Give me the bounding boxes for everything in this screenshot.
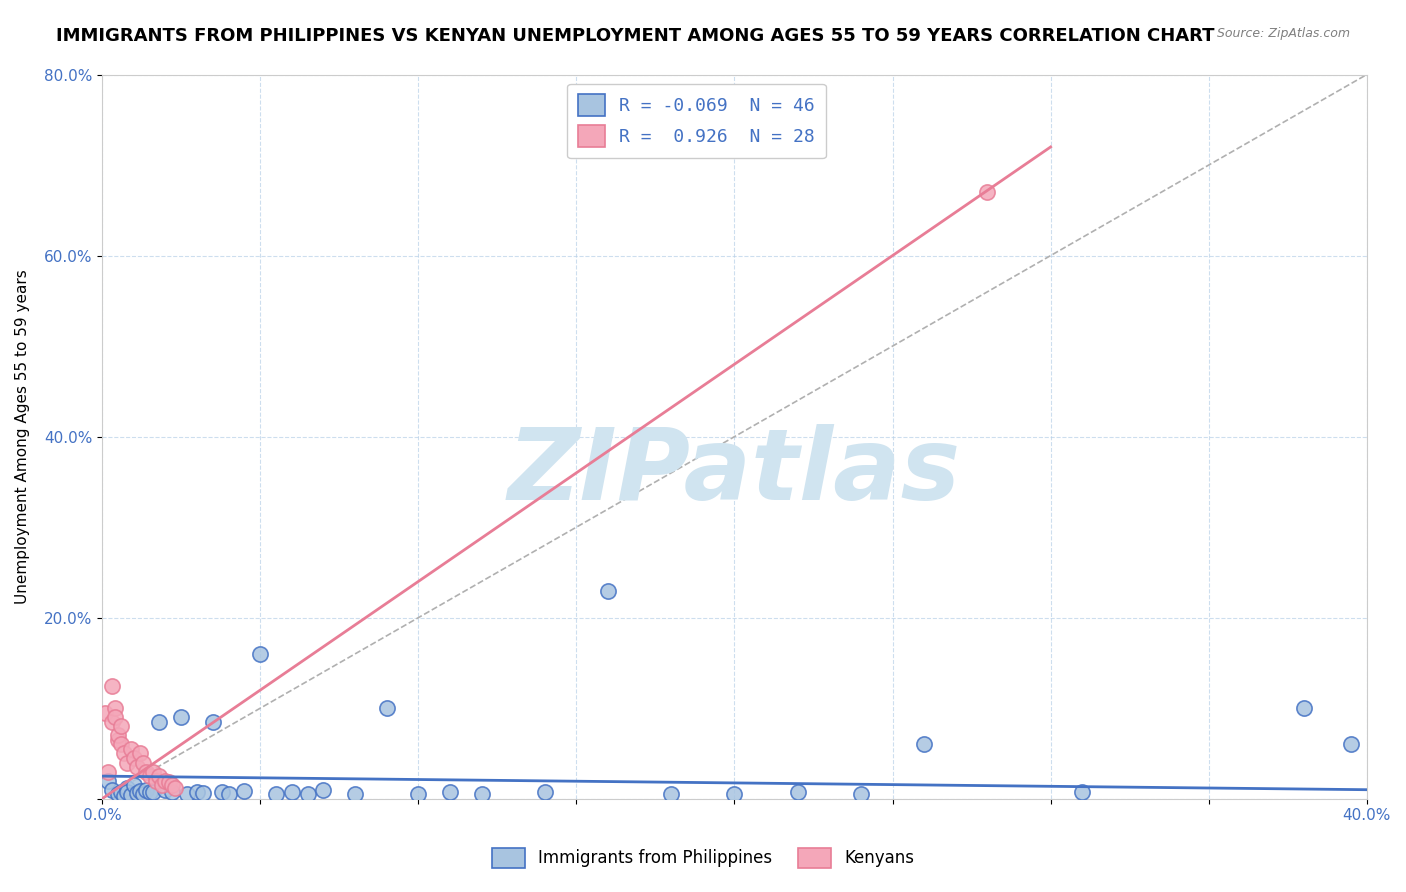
Point [142,764,165,779]
Point [100,782,122,797]
Point [104,701,127,715]
Point [132,756,155,770]
Point [163,780,186,795]
Point [659,787,682,801]
Point [976,185,998,199]
Point [117,785,139,799]
Point [122,751,145,765]
Point [201,714,224,729]
Point [148,714,170,729]
Text: Source: ZipAtlas.com: Source: ZipAtlas.com [1216,27,1350,40]
Point [125,760,148,774]
Point [1340,738,1362,752]
Point [849,787,872,801]
Point [142,784,165,798]
Point [170,710,193,724]
Point [145,773,167,788]
Point [155,773,177,788]
Point [211,784,233,798]
Point [533,785,555,799]
Point [129,747,152,761]
Point [150,778,173,792]
Point [249,647,271,661]
Point [125,786,148,800]
Point [912,738,935,752]
Point [120,788,142,802]
Point [110,719,132,733]
Point [138,769,160,783]
Point [193,786,215,800]
Point [100,714,122,729]
Point [439,784,461,798]
Point [233,783,256,797]
Point [129,783,152,797]
Point [264,787,287,801]
Y-axis label: Unemployment Among Ages 55 to 59 years: Unemployment Among Ages 55 to 59 years [15,269,30,604]
Point [155,782,177,797]
Legend: R = -0.069  N = 46, R =  0.926  N = 28: R = -0.069 N = 46, R = 0.926 N = 28 [567,84,825,158]
Point [132,787,155,801]
Point [297,787,319,801]
Point [135,782,157,797]
Point [408,787,430,801]
Point [176,787,198,801]
Point [281,784,304,798]
Legend: Immigrants from Philippines, Kenyans: Immigrants from Philippines, Kenyans [485,841,921,875]
Point [1071,784,1094,798]
Point [186,785,208,799]
Point [157,775,180,789]
Point [112,747,135,761]
Point [596,583,619,598]
Point [138,785,160,799]
Point [117,756,139,770]
Point [120,742,142,756]
Point [375,701,398,715]
Point [110,784,132,798]
Point [100,679,122,693]
Text: ZIPatlas: ZIPatlas [508,425,962,521]
Point [470,787,492,801]
Point [1292,701,1315,715]
Point [110,738,132,752]
Point [344,787,367,801]
Point [107,787,129,801]
Text: IMMIGRANTS FROM PHILIPPINES VS KENYAN UNEMPLOYMENT AMONG AGES 55 TO 59 YEARS COR: IMMIGRANTS FROM PHILIPPINES VS KENYAN UN… [56,27,1215,45]
Point [135,764,157,779]
Point [160,784,183,798]
Point [160,778,183,792]
Point [107,732,129,747]
Point [312,782,335,797]
Point [218,787,240,801]
Point [117,780,139,795]
Point [786,784,808,798]
Point [122,778,145,792]
Point [723,787,745,801]
Point [97,764,120,779]
Point [112,789,135,803]
Point [104,710,127,724]
Point [107,728,129,742]
Point [148,769,170,783]
Point [94,706,117,720]
Point [97,773,120,788]
